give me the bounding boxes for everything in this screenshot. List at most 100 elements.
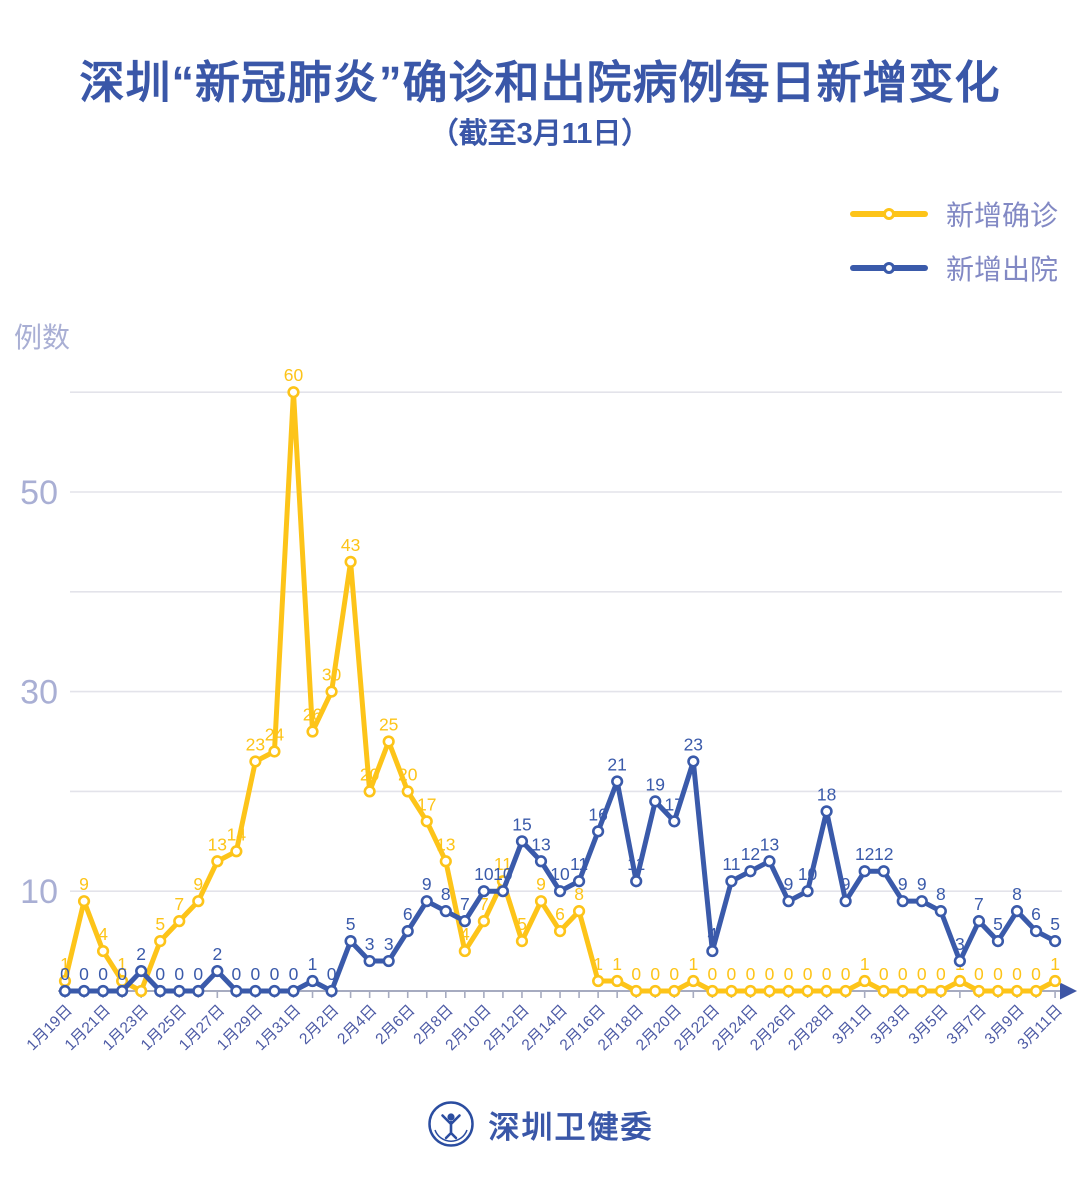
y-tick-label: 10 — [20, 873, 58, 911]
confirmed-value-label: 11 — [494, 854, 512, 874]
discharged-value-label: 7 — [460, 894, 470, 914]
discharged-marker — [649, 795, 662, 808]
discharged-value-label: 6 — [1031, 904, 1041, 924]
confirmed-value-label: 0 — [822, 964, 832, 984]
y-axis-unit-label: 例数 — [14, 322, 71, 353]
confirmed-value-label: 0 — [898, 964, 908, 984]
discharged-value-label: 11 — [570, 854, 588, 874]
discharged-marker — [230, 984, 243, 998]
discharged-value-label: 9 — [784, 874, 794, 894]
x-date-label: 2月4日 — [334, 1002, 380, 1048]
discharged-value-label: 10 — [493, 864, 513, 884]
discharged-value-label: 8 — [1012, 884, 1022, 904]
discharged-value-label: 13 — [531, 834, 550, 854]
discharged-value-label: 4 — [707, 924, 717, 944]
legend: 新增确诊 新增出院 — [849, 194, 1058, 288]
x-date-label: 3月7日 — [944, 1002, 990, 1048]
confirmed-marker — [877, 984, 890, 998]
discharged-marker — [344, 934, 357, 948]
discharged-marker — [249, 984, 262, 998]
confirmed-value-label: 0 — [879, 964, 889, 984]
discharged-value-label: 17 — [665, 794, 684, 814]
confirmed-marker — [858, 974, 871, 988]
legend-label-discharged: 新增出院 — [945, 254, 1058, 285]
footer: 深圳卫健委 — [0, 1100, 1080, 1148]
discharged-value-label: 0 — [174, 964, 184, 984]
discharged-marker — [858, 865, 871, 878]
discharged-marker — [782, 895, 795, 908]
confirmed-value-label: 0 — [631, 964, 641, 984]
confirmed-marker — [649, 984, 662, 998]
discharged-value-label: 13 — [760, 834, 779, 854]
discharged-value-label: 0 — [327, 964, 337, 984]
confirmed-value-label: 17 — [417, 794, 436, 814]
discharged-value-label: 0 — [117, 964, 127, 984]
y-tick-label: 30 — [20, 674, 58, 712]
confirmed-marker — [420, 815, 433, 828]
x-date-label: 2月6日 — [372, 1002, 418, 1048]
discharged-marker — [611, 775, 624, 788]
discharged-value-label: 16 — [588, 804, 607, 824]
confirmed-marker — [154, 934, 167, 948]
discharged-value-label: 6 — [403, 904, 413, 924]
discharged-marker — [154, 984, 167, 998]
discharged-marker — [744, 865, 757, 878]
discharged-value-label: 11 — [627, 854, 645, 874]
confirmed-value-label: 23 — [246, 734, 265, 754]
discharged-marker — [306, 974, 319, 988]
discharged-value-label: 18 — [817, 784, 836, 804]
marker-dot-icon — [882, 262, 895, 274]
confirmed-value-label: 7 — [174, 894, 184, 914]
confirmed-marker — [249, 755, 262, 768]
confirmed-value-label: 7 — [479, 894, 489, 914]
confirmed-marker — [401, 785, 414, 798]
discharged-marker — [420, 895, 433, 908]
discharged-value-label: 11 — [722, 854, 740, 874]
confirmed-marker — [630, 984, 643, 998]
confirmed-value-label: 4 — [460, 924, 470, 944]
discharged-marker — [458, 915, 471, 928]
confirmed-marker — [230, 845, 243, 858]
discharged-value-label: 1 — [308, 954, 318, 974]
discharged-value-label: 5 — [346, 914, 356, 934]
discharged-value-label: 0 — [98, 964, 108, 984]
discharged-value-label: 9 — [917, 874, 927, 894]
discharged-marker — [668, 815, 681, 828]
discharged-value-label: 15 — [512, 814, 531, 834]
discharged-line-swatch — [849, 262, 928, 274]
confirmed-marker — [325, 685, 338, 698]
confirmed-marker — [306, 725, 319, 738]
confirmed-marker — [915, 984, 928, 998]
discharged-value-label: 7 — [974, 894, 984, 914]
discharged-value-label: 9 — [841, 874, 851, 894]
discharged-marker — [630, 875, 643, 888]
confirmed-value-label: 8 — [574, 884, 584, 904]
discharged-value-label: 9 — [898, 874, 908, 894]
footer-brand: 深圳卫健委 — [488, 1109, 654, 1145]
discharged-value-label: 0 — [193, 964, 203, 984]
discharged-marker — [553, 885, 567, 898]
confirmed-value-label: 14 — [227, 824, 247, 844]
confirmed-marker — [96, 944, 110, 958]
confirmed-value-label: 0 — [917, 964, 927, 984]
x-date-label: 3月1日 — [829, 1002, 875, 1048]
discharged-value-label: 21 — [607, 754, 626, 774]
confirmed-marker — [268, 745, 281, 758]
confirmed-marker — [572, 905, 586, 918]
health-commission-logo-icon — [427, 1101, 474, 1147]
page-title: 深圳“新冠肺炎”确诊和出院病例每日新增变化 — [79, 57, 1001, 108]
confirmed-marker — [611, 974, 624, 988]
confirmed-marker — [344, 555, 357, 568]
confirmed-value-label: 1 — [1050, 954, 1060, 974]
discharged-value-label: 12 — [741, 844, 760, 864]
discharged-marker — [116, 984, 129, 998]
discharged-value-label: 0 — [155, 964, 165, 984]
confirmed-value-label: 25 — [379, 715, 398, 735]
discharged-marker — [96, 984, 110, 998]
discharged-marker — [1029, 925, 1043, 938]
confirmed-marker — [211, 855, 224, 868]
discharged-value-label: 12 — [855, 844, 874, 864]
discharged-marker — [972, 915, 986, 928]
discharged-marker — [382, 954, 395, 968]
confirmed-marker — [458, 944, 471, 958]
